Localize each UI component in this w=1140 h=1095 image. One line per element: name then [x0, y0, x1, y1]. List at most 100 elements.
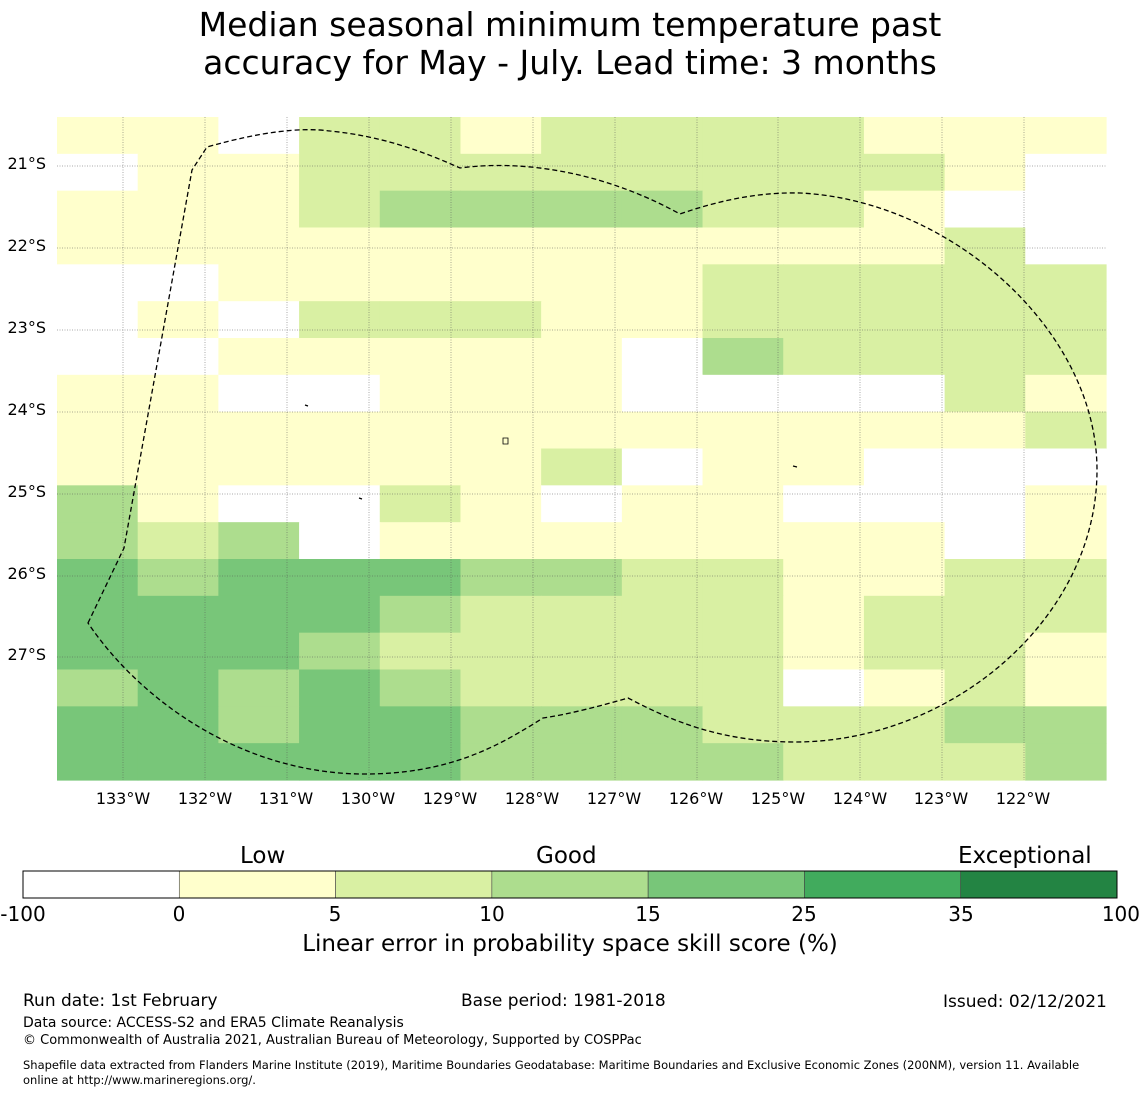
- shapefile-credit-line-2: online at http://www.marineregions.org/.: [23, 1073, 256, 1087]
- map-cell: [137, 595, 219, 634]
- map-cell: [621, 301, 704, 339]
- map-cell: [621, 595, 704, 634]
- map-cell: [783, 190, 865, 229]
- map-cell: [541, 669, 623, 707]
- map-cell: [863, 153, 946, 192]
- map-cell: [218, 669, 300, 707]
- colorbar: [22, 870, 1118, 899]
- map-cell: [621, 743, 704, 781]
- map-cell: [299, 227, 381, 265]
- colorbar-swatches: [22, 870, 1118, 899]
- map-cell: [218, 301, 300, 339]
- map-cell: [218, 411, 300, 450]
- map-cell: [57, 706, 139, 744]
- colorbar-tick: 35: [948, 902, 974, 926]
- map-cell: [1025, 632, 1107, 671]
- lon-label: 127°W: [586, 789, 642, 808]
- map-cell: [783, 338, 865, 376]
- map-cell: [379, 743, 462, 781]
- map-cell: [1025, 338, 1107, 376]
- map-cell: [702, 559, 784, 597]
- data-source: Data source: ACCESS-S2 and ERA5 Climate …: [23, 1015, 404, 1031]
- map-cell: [379, 301, 462, 339]
- map-cell: [702, 595, 784, 634]
- map-cell: [460, 338, 542, 376]
- colorbar-tick: 15: [635, 902, 661, 926]
- map-cell: [863, 595, 946, 634]
- lat-label: 23°S: [7, 318, 46, 337]
- map-cell: [218, 338, 300, 376]
- colorbar-frame: [22, 870, 1118, 899]
- map-cell: [702, 338, 784, 376]
- map-cell: [218, 632, 300, 671]
- map-cell: [460, 559, 542, 597]
- map-cell: [57, 411, 139, 450]
- copyright: © Commonwealth of Australia 2021, Austra…: [23, 1033, 642, 1048]
- map-cell: [702, 117, 784, 155]
- map-cell: [783, 706, 865, 744]
- map-cell: [137, 153, 219, 192]
- colorbar-swatch: [178, 870, 336, 899]
- map-cell: [944, 301, 1026, 339]
- map-cell: [379, 338, 462, 376]
- map-cell: [1025, 743, 1107, 781]
- map-cell: [1025, 227, 1107, 265]
- map-cell: [944, 743, 1026, 781]
- map-cell: [299, 706, 381, 744]
- map-cell: [379, 153, 462, 192]
- map-cell: [299, 374, 381, 413]
- map-cell: [702, 632, 784, 671]
- map-cell: [702, 264, 784, 302]
- map-cell: [137, 117, 219, 155]
- map-cell: [57, 264, 139, 302]
- map-cell: [944, 706, 1026, 744]
- map-cell: [944, 632, 1026, 671]
- map-cell: [460, 743, 542, 781]
- map-cell: [541, 301, 623, 339]
- map-cell: [218, 264, 300, 302]
- lon-label: 128°W: [504, 789, 560, 808]
- colorbar-tick: 25: [791, 902, 817, 926]
- map-cell: [460, 301, 542, 339]
- map-cell: [460, 632, 542, 671]
- base-period: Base period: 1981-2018: [461, 991, 666, 1011]
- lon-label: 133°W: [95, 789, 151, 808]
- map-cell: [863, 559, 946, 597]
- map-cell: [783, 411, 865, 450]
- map-cell: [460, 264, 542, 302]
- map-cell: [541, 190, 623, 229]
- map-cell: [1025, 706, 1107, 744]
- map-cell: [944, 448, 1026, 486]
- lat-label: 21°S: [7, 154, 46, 173]
- map-cell: [541, 522, 623, 560]
- map-cell: [1025, 411, 1107, 450]
- map-cell: [863, 264, 946, 302]
- map-cell: [621, 117, 704, 155]
- lat-label: 22°S: [7, 236, 46, 255]
- map-cell: [944, 411, 1026, 450]
- map-cell: [783, 743, 865, 781]
- map-cell: [460, 448, 542, 486]
- map-cell: [460, 227, 542, 265]
- map-cell: [460, 153, 542, 192]
- map-cells: [57, 117, 1107, 781]
- issued-date: Issued: 02/12/2021: [943, 992, 1107, 1012]
- map-cell: [541, 706, 623, 744]
- map-cell: [863, 374, 946, 413]
- map-cell: [863, 706, 946, 744]
- map-cell: [783, 301, 865, 339]
- map-cell: [299, 669, 381, 707]
- map-cell: [1025, 264, 1107, 302]
- map-cell: [621, 153, 704, 192]
- map-cell: [299, 117, 381, 155]
- map-cell: [460, 190, 542, 229]
- map-cell: [541, 559, 623, 597]
- map-cell: [1025, 669, 1107, 707]
- map-cell: [621, 632, 704, 671]
- map-cell: [621, 706, 704, 744]
- island-marker: [792, 465, 798, 468]
- map-cell: [541, 153, 623, 192]
- map-cell: [379, 190, 462, 229]
- map-cell: [944, 374, 1026, 413]
- map-cell: [944, 190, 1026, 229]
